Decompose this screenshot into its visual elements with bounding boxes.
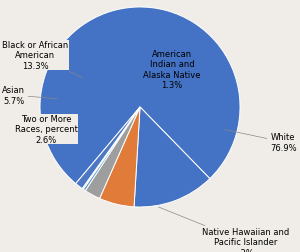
Wedge shape [134, 108, 210, 207]
Text: Asian
5.7%: Asian 5.7% [2, 86, 57, 105]
Wedge shape [82, 108, 140, 190]
Wedge shape [83, 108, 140, 191]
Text: Native Hawaiian and
Pacific Islander
.2%: Native Hawaiian and Pacific Islander .2% [159, 207, 289, 252]
Text: American
Indian and
Alaska Native
1.3%: American Indian and Alaska Native 1.3% [143, 50, 201, 90]
Text: Black or African
American
13.3%: Black or African American 13.3% [2, 41, 82, 78]
Wedge shape [100, 108, 140, 207]
Wedge shape [76, 108, 140, 189]
Text: White
76.9%: White 76.9% [225, 130, 297, 152]
Wedge shape [40, 8, 240, 184]
Wedge shape [85, 108, 140, 199]
Text: Two or More
Races, percent
2.6%: Two or More Races, percent 2.6% [15, 115, 78, 144]
